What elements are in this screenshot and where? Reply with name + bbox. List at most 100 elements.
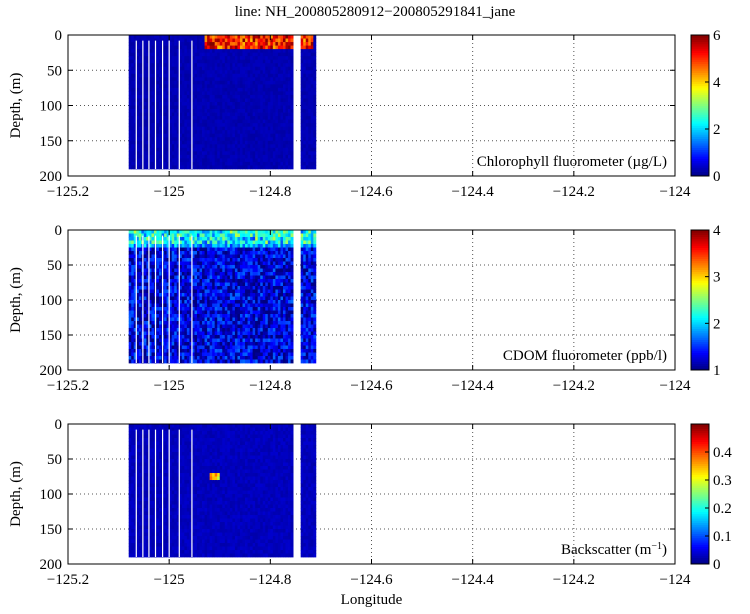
data-cell <box>308 45 312 50</box>
data-cell <box>159 73 162 78</box>
data-cell <box>257 45 261 50</box>
data-cell <box>242 317 246 322</box>
data-cell <box>174 244 178 248</box>
data-cell <box>300 63 304 68</box>
data-cell <box>214 303 218 308</box>
data-cell <box>151 268 155 273</box>
data-cell <box>174 293 178 297</box>
data-cell <box>245 144 248 149</box>
data-cell <box>166 317 170 322</box>
data-cell <box>136 293 140 297</box>
data-cell <box>252 303 256 308</box>
data-cell <box>247 286 251 290</box>
data-cell <box>169 165 173 170</box>
data-cell <box>214 233 218 238</box>
data-cell <box>227 137 231 142</box>
x-tick-label: −124 <box>660 184 691 200</box>
data-cell <box>245 345 248 350</box>
data-cell <box>239 49 243 54</box>
data-cell <box>214 254 218 259</box>
data-cell <box>156 251 160 255</box>
data-cell <box>176 314 180 318</box>
data-cell <box>174 59 178 64</box>
data-cell <box>131 359 135 364</box>
data-cell <box>262 63 266 68</box>
data-cell <box>136 279 140 283</box>
data-cell <box>196 352 200 357</box>
data-cell <box>239 275 243 280</box>
data-cell <box>250 66 254 71</box>
data-cell <box>222 230 226 234</box>
data-cell <box>159 303 162 308</box>
data-cell <box>159 244 162 248</box>
data-cell <box>143 144 147 149</box>
data-cell <box>138 349 142 353</box>
data-cell <box>267 77 271 82</box>
data-cell <box>209 87 213 92</box>
data-cell <box>229 303 233 308</box>
data-cell <box>186 154 190 159</box>
data-cell <box>227 275 231 280</box>
data-cell <box>143 70 147 75</box>
data-cell <box>277 66 281 71</box>
data-cell <box>232 112 236 117</box>
data-cell <box>232 158 236 163</box>
data-cell <box>209 335 213 339</box>
data-cell <box>151 151 155 156</box>
data-cell <box>156 158 160 163</box>
data-cell <box>171 63 175 68</box>
data-cell <box>260 342 264 346</box>
data-cell <box>209 35 213 39</box>
data-cell <box>245 272 248 276</box>
data-cell <box>136 151 140 156</box>
data-cell <box>176 289 180 294</box>
data-cell <box>214 328 218 332</box>
data-cell <box>212 268 216 273</box>
data-cell <box>207 328 211 332</box>
data-cell <box>164 35 168 39</box>
data-cell <box>234 331 238 336</box>
data-cell <box>277 161 281 166</box>
data-cell <box>247 356 251 360</box>
data-cell <box>229 359 233 364</box>
data-cell <box>288 116 291 120</box>
data-cell <box>245 70 248 75</box>
data-cell <box>234 317 238 322</box>
data-cell <box>232 70 236 75</box>
data-cell <box>239 237 243 241</box>
data-cell <box>285 147 289 152</box>
data-cell <box>277 116 281 120</box>
data-cell <box>234 310 238 315</box>
data-cell <box>186 116 190 120</box>
data-cell <box>143 233 147 238</box>
data-cell <box>148 123 152 128</box>
data-cell <box>133 251 137 255</box>
data-cell <box>245 133 248 138</box>
data-cell <box>131 161 135 166</box>
data-cell <box>234 38 238 43</box>
data-cell <box>219 317 223 322</box>
data-cell <box>272 137 276 142</box>
data-cell <box>242 254 246 259</box>
data-cell <box>143 59 147 64</box>
data-cell <box>239 126 243 131</box>
data-cell <box>207 140 211 145</box>
data-cell <box>313 116 317 120</box>
data-cell <box>224 268 228 273</box>
data-cell <box>204 70 208 75</box>
data-cell <box>242 265 246 269</box>
data-cell <box>250 130 254 135</box>
data-cell <box>159 140 162 145</box>
data-cell <box>166 345 170 350</box>
data-cell <box>189 116 193 120</box>
data-cell <box>128 161 132 166</box>
data-cell <box>265 147 269 152</box>
data-cell <box>133 137 137 142</box>
data-cell <box>308 165 312 170</box>
data-cell <box>227 282 231 287</box>
colorbar-step <box>691 136 709 140</box>
data-cell <box>308 66 312 71</box>
data-cell <box>277 63 281 68</box>
data-cell <box>194 84 198 89</box>
data-cell <box>262 244 266 248</box>
